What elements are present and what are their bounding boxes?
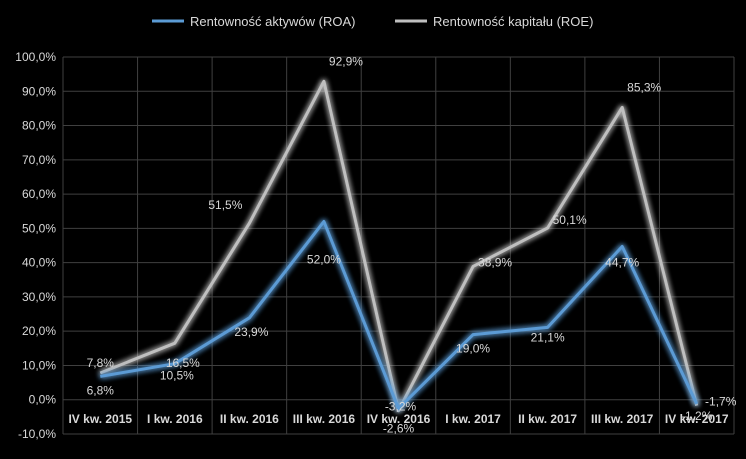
x-tick-label: IV kw. 2016 [367, 412, 431, 426]
y-tick-label: 30,0% [22, 290, 56, 304]
data-label-roa: 6,8% [87, 383, 115, 397]
data-label-roa: 52,0% [307, 253, 341, 267]
data-label-roe: 92,9% [329, 54, 363, 68]
data-label-roe: 7,8% [87, 356, 115, 370]
series-lines [99, 79, 699, 413]
grid [62, 56, 735, 435]
y-tick-label: 70,0% [22, 153, 56, 167]
data-label-roa: -2,6% [383, 422, 415, 436]
x-tick-label: I kw. 2017 [445, 412, 501, 426]
x-tick-label: II kw. 2016 [220, 412, 279, 426]
y-tick-label: 60,0% [22, 187, 56, 201]
data-labels: 6,8% 10,5% 23,9% 52,0% -2,6% 19,0% 21,1% 44,7% -… [87, 54, 737, 435]
series-line-roa [100, 220, 699, 411]
x-tick-label: III kw. 2017 [591, 412, 654, 426]
data-label-roa: 10,5% [160, 369, 194, 383]
legend-label: Rentowność aktywów (ROA) [190, 14, 355, 29]
x-tick-label: IV kw. 2017 [665, 412, 729, 426]
data-label-roe: 16,5% [166, 356, 200, 370]
data-label-roe: 50,1% [553, 213, 587, 227]
data-label-roa: 23,9% [234, 325, 268, 339]
data-label-roe: 38,9% [478, 255, 512, 269]
x-tick-label: I kw. 2016 [147, 412, 203, 426]
y-axis: -10,0% 0,0% 10,0% 20,0% 30,0% 40,0% 50,0% 60,0%… [15, 50, 56, 441]
series-line-roe [99, 79, 699, 413]
x-tick-label: III kw. 2016 [293, 412, 356, 426]
y-tick-label: 100,0% [15, 50, 56, 64]
x-axis: IV kw. 2015 I kw. 2016 II kw. 2016 III kw. … [68, 412, 728, 426]
y-tick-label: 40,0% [22, 256, 56, 270]
data-label-roa: 21,1% [531, 330, 565, 344]
y-tick-label: 80,0% [22, 119, 56, 133]
data-label-roa: 44,7% [605, 256, 639, 270]
y-tick-label: 90,0% [22, 84, 56, 98]
data-label-roe: -3,2% [385, 400, 417, 414]
data-label-roe: 85,3% [627, 80, 661, 94]
y-tick-label: 0,0% [29, 393, 57, 407]
data-label-roa: 19,0% [456, 342, 490, 356]
data-label-roe: -1,7% [705, 395, 737, 409]
legend: Rentowność aktywów (ROA) Rentowność kapit… [152, 14, 593, 29]
x-tick-label: IV kw. 2015 [68, 412, 132, 426]
y-tick-label: 50,0% [22, 221, 56, 235]
legend-label: Rentowność kapitału (ROE) [433, 14, 593, 29]
y-tick-label: 20,0% [22, 324, 56, 338]
data-label-roe: 51,5% [208, 198, 242, 212]
y-tick-label: -10,0% [18, 427, 56, 441]
x-tick-label: II kw. 2017 [518, 412, 577, 426]
data-label-roa: -1,2% [681, 409, 713, 423]
y-tick-label: 10,0% [22, 358, 56, 372]
